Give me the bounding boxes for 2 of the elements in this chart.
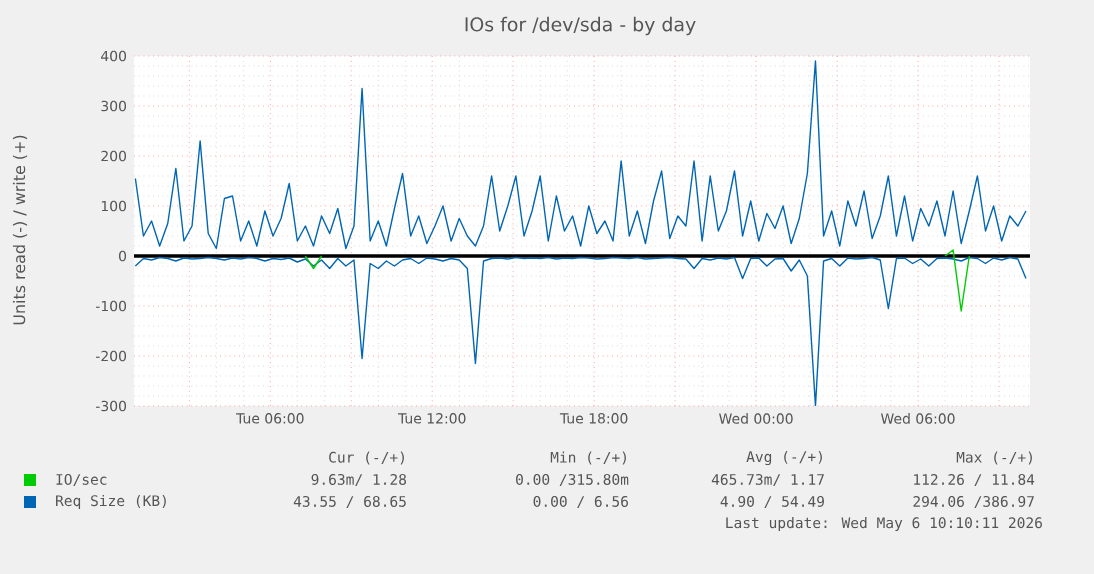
chart-title: IOs for /dev/sda - by day [465, 16, 696, 36]
line-series [134, 60, 1027, 250]
